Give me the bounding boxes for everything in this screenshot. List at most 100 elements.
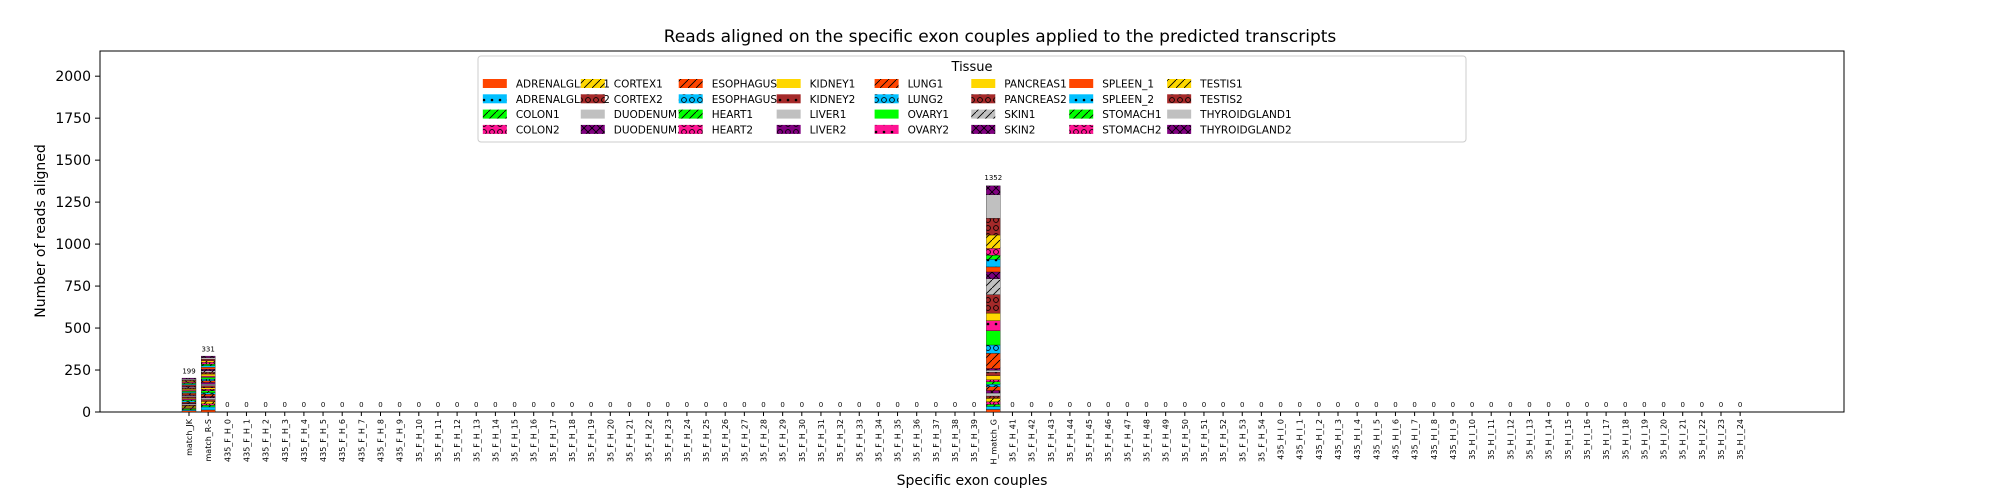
bar-total-label: 0 bbox=[1240, 401, 1244, 409]
bar-segment bbox=[986, 234, 1001, 249]
legend-entry-label: SKIN1 bbox=[1004, 109, 1035, 121]
legend-swatch bbox=[678, 94, 703, 104]
bar-total-label: 0 bbox=[436, 401, 440, 409]
bar-total-label: 0 bbox=[1336, 401, 1340, 409]
legend-swatch bbox=[580, 94, 605, 104]
x-tick-label: 35_F_H_10 bbox=[415, 419, 424, 462]
bar-total-label: 0 bbox=[1470, 401, 1474, 409]
bar-total-label: 0 bbox=[1106, 401, 1110, 409]
x-tick-label: 35_H_I_14 bbox=[1545, 419, 1554, 460]
bar-total-label: 0 bbox=[378, 401, 382, 409]
legend-swatch bbox=[580, 124, 605, 134]
bar-total-label: 0 bbox=[531, 401, 535, 409]
legend-swatch bbox=[776, 94, 801, 104]
bar-segment bbox=[200, 392, 216, 395]
x-tick-label: 35_H_I_16 bbox=[1583, 419, 1592, 460]
legend-swatch bbox=[776, 109, 801, 119]
legend-entry-label: SPLEEN_2 bbox=[1102, 94, 1154, 106]
legend-entry-label: HEART2 bbox=[712, 124, 753, 136]
bar-total-label: 0 bbox=[1202, 401, 1206, 409]
y-tick-label: 1000 bbox=[55, 237, 91, 253]
bar-segment bbox=[200, 406, 216, 411]
bar-segment bbox=[986, 330, 1001, 346]
x-axis: match_JK match_R-S 435_F_H_0 435_F_H_1 435_F… bbox=[185, 412, 1745, 465]
x-tick-label: 35_F_H_29 bbox=[779, 419, 788, 462]
x-tick-label: 35_F_H_23 bbox=[664, 419, 673, 462]
x-tick-label: 35_F_H_44 bbox=[1066, 419, 1075, 462]
x-tick-label: 35_F_H_48 bbox=[1143, 419, 1152, 462]
bar-total-label: 0 bbox=[608, 401, 612, 409]
bar-total-label: 0 bbox=[1508, 401, 1512, 409]
bar-total-label: 0 bbox=[1125, 401, 1129, 409]
bar-total-label: 331 bbox=[201, 345, 214, 353]
bar-total-label: 0 bbox=[800, 401, 804, 409]
bar-total-label: 0 bbox=[723, 401, 727, 409]
bar-total-label: 0 bbox=[589, 401, 593, 409]
bar-segment bbox=[181, 383, 197, 385]
bar-total-label: 0 bbox=[1738, 401, 1742, 409]
bar-segment bbox=[200, 357, 216, 360]
x-tick-label: 435_H_I_1 bbox=[1296, 419, 1305, 460]
bar-segment bbox=[181, 381, 197, 384]
legend-entry-label: STOMACH1 bbox=[1102, 109, 1161, 121]
x-tick-label: 35_H_I_23 bbox=[1717, 419, 1726, 460]
bar-segment bbox=[200, 390, 216, 393]
bar-total-label: 0 bbox=[225, 401, 229, 409]
x-tick-label: 35_F_H_50 bbox=[1181, 419, 1190, 462]
bar-total-label: 0 bbox=[646, 401, 650, 409]
bar-total-label: 0 bbox=[1661, 401, 1665, 409]
bar-segment bbox=[181, 405, 197, 408]
x-tick-label: 35_F_H_22 bbox=[645, 419, 654, 462]
x-tick-label: 435_H_I_0 bbox=[1277, 419, 1286, 460]
bar-total-label: 0 bbox=[359, 401, 363, 409]
bar-segment bbox=[181, 392, 197, 394]
x-tick-label: 435_F_H_6 bbox=[338, 419, 347, 462]
legend-swatch bbox=[874, 94, 899, 104]
bar-total-label: 0 bbox=[1451, 401, 1455, 409]
legend-entry-label: STOMACH2 bbox=[1102, 124, 1161, 136]
y-tick-label: 1250 bbox=[55, 195, 91, 211]
y-tick-label: 500 bbox=[64, 321, 91, 337]
bar-total-label: 0 bbox=[417, 401, 421, 409]
bar-total-label: 0 bbox=[1527, 401, 1531, 409]
bar-total-label: 0 bbox=[551, 401, 555, 409]
x-tick-label: 35_F_H_51 bbox=[1200, 419, 1209, 462]
y-tick-label: 250 bbox=[64, 363, 91, 379]
legend-swatch bbox=[678, 109, 703, 119]
bar-total-label: 0 bbox=[1604, 401, 1608, 409]
x-tick-label: 35_F_H_26 bbox=[721, 419, 730, 462]
x-tick-label: 35_F_H_33 bbox=[855, 419, 864, 462]
bar-total-label: 0 bbox=[972, 401, 976, 409]
bar-segment bbox=[200, 378, 216, 381]
bar-total-label: 0 bbox=[1010, 401, 1014, 409]
bar-segment bbox=[181, 398, 197, 400]
x-tick-label: 35_H_I_11 bbox=[1487, 419, 1496, 460]
bar-total-label: 0 bbox=[1566, 401, 1570, 409]
legend-swatch bbox=[1167, 79, 1192, 88]
bar-segment bbox=[200, 365, 216, 368]
x-tick-label: 35_H_I_22 bbox=[1698, 419, 1707, 460]
bar-segment bbox=[200, 403, 216, 406]
bar-total-label: 0 bbox=[493, 401, 497, 409]
bar-segment bbox=[200, 367, 216, 370]
bar-total-label: 0 bbox=[1719, 401, 1723, 409]
bar-segment bbox=[181, 409, 197, 411]
bar-segment bbox=[986, 409, 1001, 413]
bar-segment bbox=[181, 396, 197, 398]
bar-total-label: 0 bbox=[570, 401, 574, 409]
x-tick-label: 35_F_H_11 bbox=[434, 419, 443, 462]
bar-segment bbox=[200, 370, 216, 373]
bar-total-label: 0 bbox=[1163, 401, 1167, 409]
x-tick-label: 35_F_H_25 bbox=[702, 419, 711, 462]
bar-segment bbox=[200, 369, 216, 372]
bar-total-label: 0 bbox=[1029, 401, 1033, 409]
bar-segment bbox=[200, 405, 216, 408]
legend-swatch bbox=[1069, 79, 1094, 88]
bar-segment bbox=[200, 383, 216, 386]
legend-entry-label: ESOPHAGUS1 bbox=[712, 79, 784, 91]
bar-segment bbox=[200, 375, 216, 378]
x-tick-label: 435_H_I_7 bbox=[1411, 419, 1420, 460]
legend-swatch bbox=[482, 124, 507, 134]
legend-entry-label: COLON1 bbox=[516, 109, 560, 121]
